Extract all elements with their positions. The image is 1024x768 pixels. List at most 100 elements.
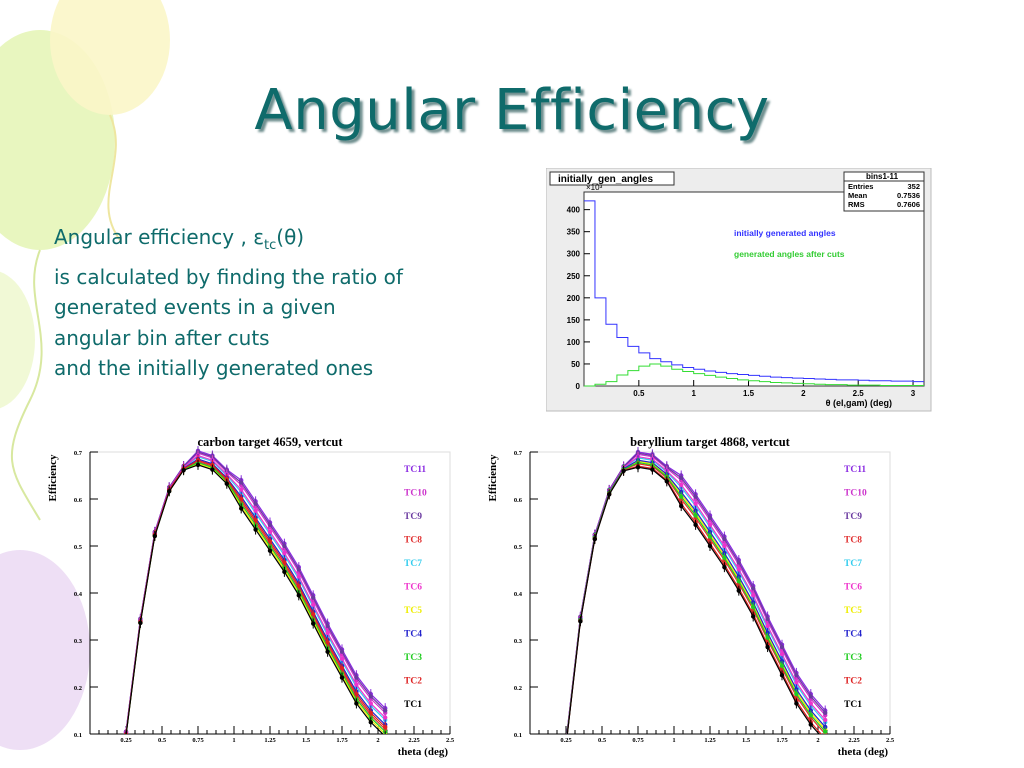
data-point-tc1 xyxy=(195,462,201,468)
data-point-tc9 xyxy=(325,623,330,629)
data-point-tc1 xyxy=(383,734,387,738)
legend-tc2: TC2 xyxy=(844,677,862,687)
desc-prefix: Angular efficiency , xyxy=(54,225,254,249)
histogram-marks: 0 50 100 150 200 250 300 350 400 0.5 1 1.5 2 2.5 3 xyxy=(567,200,924,398)
data-point-tc9 xyxy=(296,567,301,572)
x-tick-label: 1.5 xyxy=(742,737,751,744)
data-point-tc9 xyxy=(751,586,756,591)
data-point-tc9 xyxy=(354,675,359,680)
y-tick-label: 0.4 xyxy=(514,591,523,598)
legend-tc8: TC8 xyxy=(404,536,422,546)
data-point-tc1 xyxy=(138,620,143,626)
data-point-tc1 xyxy=(267,548,273,553)
data-point-tc9 xyxy=(808,694,813,699)
balloon-purple xyxy=(0,550,90,750)
legend-tc2: TC2 xyxy=(404,677,422,687)
x-tick-label: 1.25 xyxy=(704,737,716,744)
data-point-tc1 xyxy=(167,489,172,494)
description-line-2: is calculated by finding the ratio of xyxy=(54,264,403,289)
data-point-tc1 xyxy=(592,536,597,542)
plot-area xyxy=(529,451,891,735)
legend-tc7: TC7 xyxy=(404,559,422,569)
hist-series-initial xyxy=(584,200,924,383)
y-tick-label: 0.4 xyxy=(74,591,83,598)
legend-tc6: TC6 xyxy=(404,583,422,593)
data-point-tc3 xyxy=(722,555,727,560)
data-point-tc9 xyxy=(383,708,388,713)
x-tick-label: 0.25 xyxy=(560,737,572,744)
data-point-tc1 xyxy=(808,722,813,727)
data-point-tc1 xyxy=(224,481,229,486)
data-point-tc6 xyxy=(808,701,813,706)
hist-x-tick-label: 2.5 xyxy=(853,389,865,398)
data-point-tc2 xyxy=(311,611,316,617)
legend-tc9: TC9 xyxy=(404,512,422,522)
data-point-tc1 xyxy=(779,673,785,678)
legend-tc1: TC1 xyxy=(844,700,862,710)
plot-area xyxy=(89,451,451,735)
data-point-tc1 xyxy=(707,543,713,549)
data-point-tc6 xyxy=(679,482,684,488)
data-point-tc1 xyxy=(621,468,626,474)
hist-y-tick-label: 0 xyxy=(576,382,581,391)
stats-rms-label: RMS xyxy=(848,200,865,209)
data-point-tc3 xyxy=(736,579,741,584)
theta-argument: (θ) xyxy=(276,225,305,249)
x-tick-label: 1.5 xyxy=(302,737,311,744)
data-point-tc1 xyxy=(339,675,345,680)
legend-tc8: TC8 xyxy=(844,536,862,546)
hist-series-after-cuts xyxy=(584,363,924,387)
description-line-3: generated events in a given xyxy=(54,295,336,319)
x-tick-label: 0.75 xyxy=(632,737,644,744)
data-point-tc1 xyxy=(794,701,799,706)
histogram-x-label: θ (el,gam) (deg) xyxy=(826,398,892,408)
stats-box: bins1-11 Entries 352 Mean 0.7536 RMS 0.7… xyxy=(843,171,925,212)
stats-name: bins1-11 xyxy=(866,172,899,181)
description-text: Angular efficiency , εtc(θ) is calculate… xyxy=(54,222,534,384)
series-group xyxy=(123,446,388,738)
data-point-tc1 xyxy=(679,503,684,509)
data-point-tc6 xyxy=(253,508,258,513)
data-point-tc3 xyxy=(751,604,756,610)
y-tick-label: 0.2 xyxy=(74,685,82,692)
data-point-tc1 xyxy=(181,468,186,473)
data-point-tc3 xyxy=(823,729,828,734)
stats-box-frame xyxy=(843,171,925,212)
legend-tc1: TC1 xyxy=(404,700,422,710)
data-point-tc9 xyxy=(253,501,258,506)
data-point-tc1 xyxy=(311,621,316,626)
data-point-tc6 xyxy=(823,717,828,723)
legend-tc5: TC5 xyxy=(404,606,422,616)
data-point-tc9 xyxy=(722,536,727,542)
data-point-tc6 xyxy=(325,630,330,636)
legend-tc3: TC3 xyxy=(404,653,422,663)
legend-tc10: TC10 xyxy=(404,489,427,499)
legend-green: generated angles after cuts xyxy=(734,249,845,259)
description-line-4: angular bin after cuts xyxy=(54,325,270,350)
data-point-tc1 xyxy=(325,649,330,654)
legend-tc4: TC4 xyxy=(404,630,422,640)
y-tick-label: 0.6 xyxy=(74,497,83,504)
data-point-tc3 xyxy=(707,534,713,539)
legend-blue: initially generated angles xyxy=(734,228,836,238)
series-group xyxy=(566,447,828,734)
stats-mean-label: Mean xyxy=(848,191,868,200)
stats-rms-value: 0.7606 xyxy=(897,200,920,209)
data-point-tc9 xyxy=(339,649,345,654)
data-point-tc6 xyxy=(383,715,388,720)
data-point-tc9 xyxy=(693,494,698,499)
histogram-title-box xyxy=(549,171,675,186)
data-point-tc9 xyxy=(368,694,373,699)
data-point-tc1 xyxy=(253,527,258,532)
epsilon-subscript: tc xyxy=(264,238,277,253)
x-tick-label: 2.5 xyxy=(886,737,895,744)
data-point-tc9 xyxy=(239,480,244,485)
data-point-tc1 xyxy=(368,720,373,725)
legend-tc3: TC3 xyxy=(844,653,862,663)
data-point-tc9 xyxy=(765,616,770,622)
y-tick-label: 0.5 xyxy=(514,544,523,551)
hist-y-tick-label: 300 xyxy=(567,250,581,259)
balloon-yellow xyxy=(50,0,170,115)
data-point-tc1 xyxy=(296,593,301,598)
hist-y-tick-label: 50 xyxy=(571,360,580,369)
